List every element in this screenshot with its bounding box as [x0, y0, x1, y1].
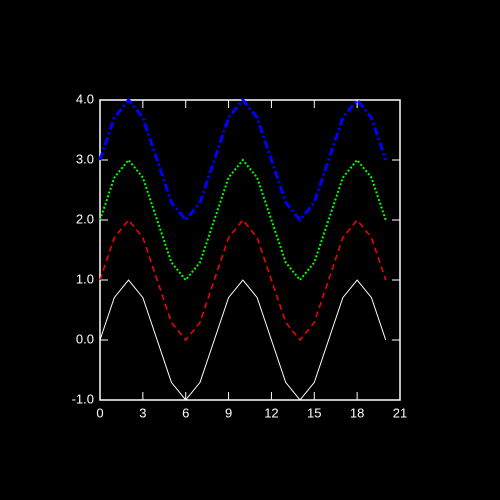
x-tick-label: 15	[307, 405, 321, 420]
y-tick-label: 2.0	[76, 211, 94, 226]
plot-frame	[99, 99, 401, 401]
x-tick-label: 21	[393, 405, 407, 420]
x-tick-label: 3	[139, 405, 146, 420]
series-line	[98, 97, 388, 223]
series-line	[99, 158, 387, 282]
series-line	[99, 218, 387, 342]
y-tick-label: 0.0	[76, 331, 94, 346]
x-tick-label: 12	[264, 405, 278, 420]
x-tick-label: 6	[182, 405, 189, 420]
x-tick-label: 9	[225, 405, 232, 420]
y-tick-label: 1.0	[76, 271, 94, 286]
series-line	[99, 279, 387, 401]
x-tick-label: 0	[96, 405, 103, 420]
y-tick-label: -1.0	[72, 391, 94, 406]
x-tick-label: 18	[350, 405, 364, 420]
y-tick-label: 4.0	[76, 91, 94, 106]
y-tick-label: 3.0	[76, 151, 94, 166]
